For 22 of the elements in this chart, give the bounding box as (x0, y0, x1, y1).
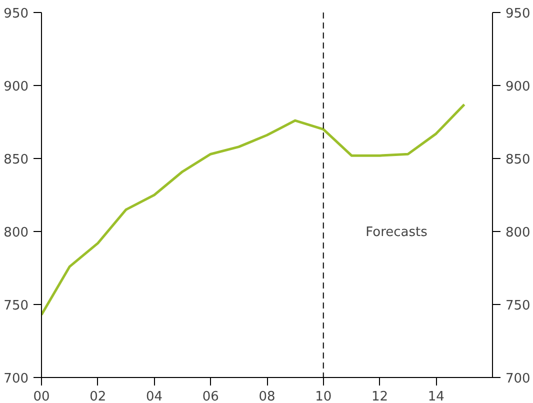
y2-tick-label: 700 (506, 372, 530, 386)
x-tick-label: 02 (90, 390, 106, 403)
x-tick-label: 10 (315, 390, 332, 403)
x-tick-label: 06 (202, 390, 219, 403)
y2-tick-label: 750 (506, 298, 530, 314)
y-tick-label: 850 (4, 152, 29, 168)
x-tick-label: 04 (146, 390, 163, 403)
y-tick-label: 950 (4, 6, 29, 22)
y-tick-label: 750 (4, 298, 29, 314)
y-tick-label: 800 (4, 226, 29, 240)
x-tick-label: 00 (33, 390, 50, 403)
y2-tick-label: 850 (506, 152, 530, 168)
annotation: Forecasts (366, 225, 428, 240)
y2-tick-label: 950 (506, 6, 530, 22)
y-tick-label: 700 (4, 372, 29, 386)
x-tick-label: 08 (258, 390, 276, 403)
y2-tick-label: 800 (506, 226, 530, 240)
x-tick-label: 14 (428, 390, 444, 403)
x-tick-label: 12 (371, 390, 388, 403)
line-series (42, 103, 466, 316)
y-tick-label: 900 (4, 80, 29, 94)
y2-tick-label: 900 (506, 80, 530, 94)
